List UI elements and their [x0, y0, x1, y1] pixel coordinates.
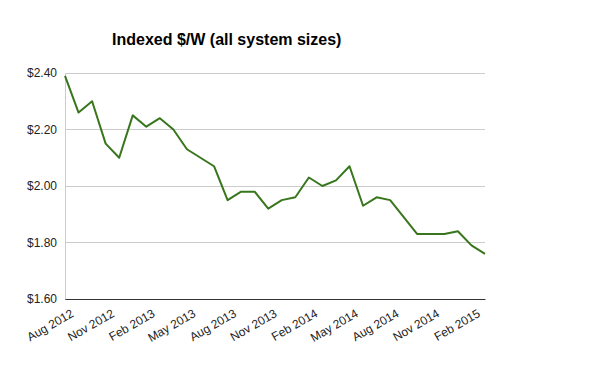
y-tick-label: $1.80 [27, 236, 57, 250]
x-axis: Aug 2012Nov 2012Feb 2013May 2013Aug 2013… [25, 299, 486, 345]
y-axis: $1.60 $1.80 $2.00 $2.20 $2.40 [27, 66, 66, 306]
x-tick: Feb 2015 [432, 299, 483, 344]
line [65, 76, 485, 254]
grid-line [65, 73, 485, 74]
grid [65, 73, 485, 299]
marks [65, 76, 485, 254]
y-tick-label: $2.20 [27, 123, 57, 137]
y-tick: $1.60 [27, 292, 65, 306]
y-tick-label: $2.00 [27, 179, 57, 193]
y-tick: $1.80 [27, 236, 65, 250]
x-tick-label: Feb 2015 [432, 306, 483, 344]
y-tick: $2.40 [27, 66, 65, 80]
plot: $1.60 $1.80 $2.00 $2.20 $2.40 Aug 2012Nov 201… [25, 66, 486, 344]
x-axis-line [66, 299, 486, 300]
y-tick-label: $2.40 [27, 66, 57, 80]
grid-line [65, 242, 485, 243]
y-tick-label: $1.60 [27, 292, 57, 306]
y-tick: $2.20 [27, 123, 65, 137]
chart: Indexed $/W (all system sizes) $1.60 $1.80… [0, 0, 600, 371]
title: Indexed $/W (all system sizes) [112, 31, 341, 48]
y-tick: $2.00 [27, 179, 65, 193]
y-axis-line [65, 74, 66, 300]
grid-line [65, 299, 485, 300]
grid-line [65, 186, 485, 187]
